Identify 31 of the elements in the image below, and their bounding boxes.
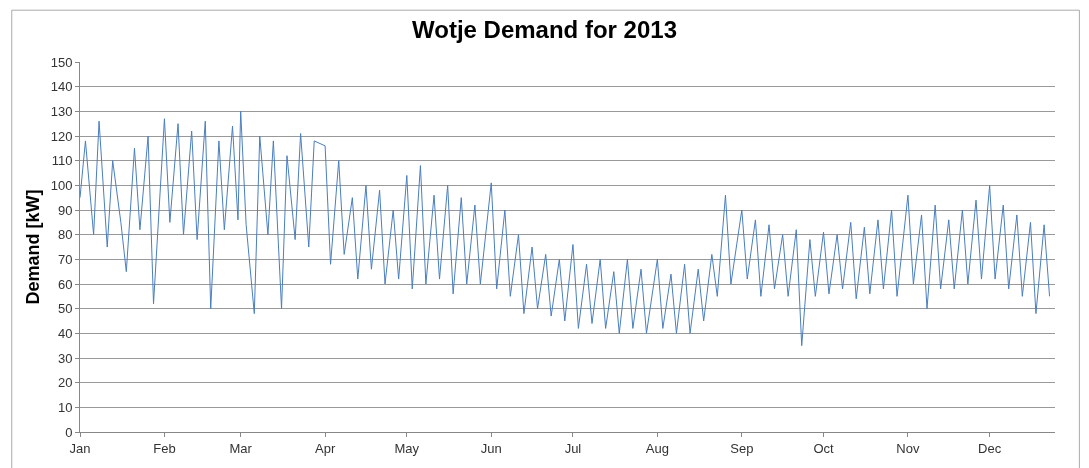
x-tick-label: Aug (645, 440, 669, 456)
y-tick-label: 130 (50, 103, 73, 119)
x-tick-label: Jan (69, 440, 91, 456)
y-tick-label: 40 (57, 325, 73, 341)
x-tick-label: Mar (229, 440, 253, 456)
x-tick-label: Jul (564, 440, 582, 456)
y-tick-label: 120 (50, 128, 73, 144)
x-tick-label: Sep (730, 440, 754, 456)
x-tick-label: Oct (813, 440, 834, 456)
x-tick-label: Dec (978, 440, 1002, 456)
line-series (80, 110, 1051, 347)
y-tick-label: 20 (57, 375, 73, 391)
y-tick-label: 90 (57, 202, 73, 218)
y-tick-label: 50 (57, 301, 73, 317)
y-axis-title: Demand [kW] (22, 189, 43, 305)
x-tick-label: May (394, 440, 420, 456)
y-tick-label: 100 (50, 177, 73, 193)
x-tick-label: Nov (896, 440, 920, 456)
y-tick-label: 140 (50, 79, 73, 95)
x-tick-label: Feb (153, 440, 176, 456)
y-tick-label: 0 (65, 424, 73, 440)
y-tick-label: 110 (51, 153, 73, 169)
y-tick-label: 60 (57, 276, 73, 292)
y-tick-label: 30 (57, 350, 73, 366)
chart-title: Wotje Demand for 2013 (412, 15, 677, 43)
x-tick-label: Apr (314, 440, 336, 456)
y-tick-label: 70 (57, 251, 73, 267)
x-tick-label: Jun (480, 440, 502, 456)
y-tick-label: 150 (50, 54, 73, 70)
y-tick-label: 80 (57, 227, 73, 243)
y-tick-label: 10 (57, 399, 73, 415)
